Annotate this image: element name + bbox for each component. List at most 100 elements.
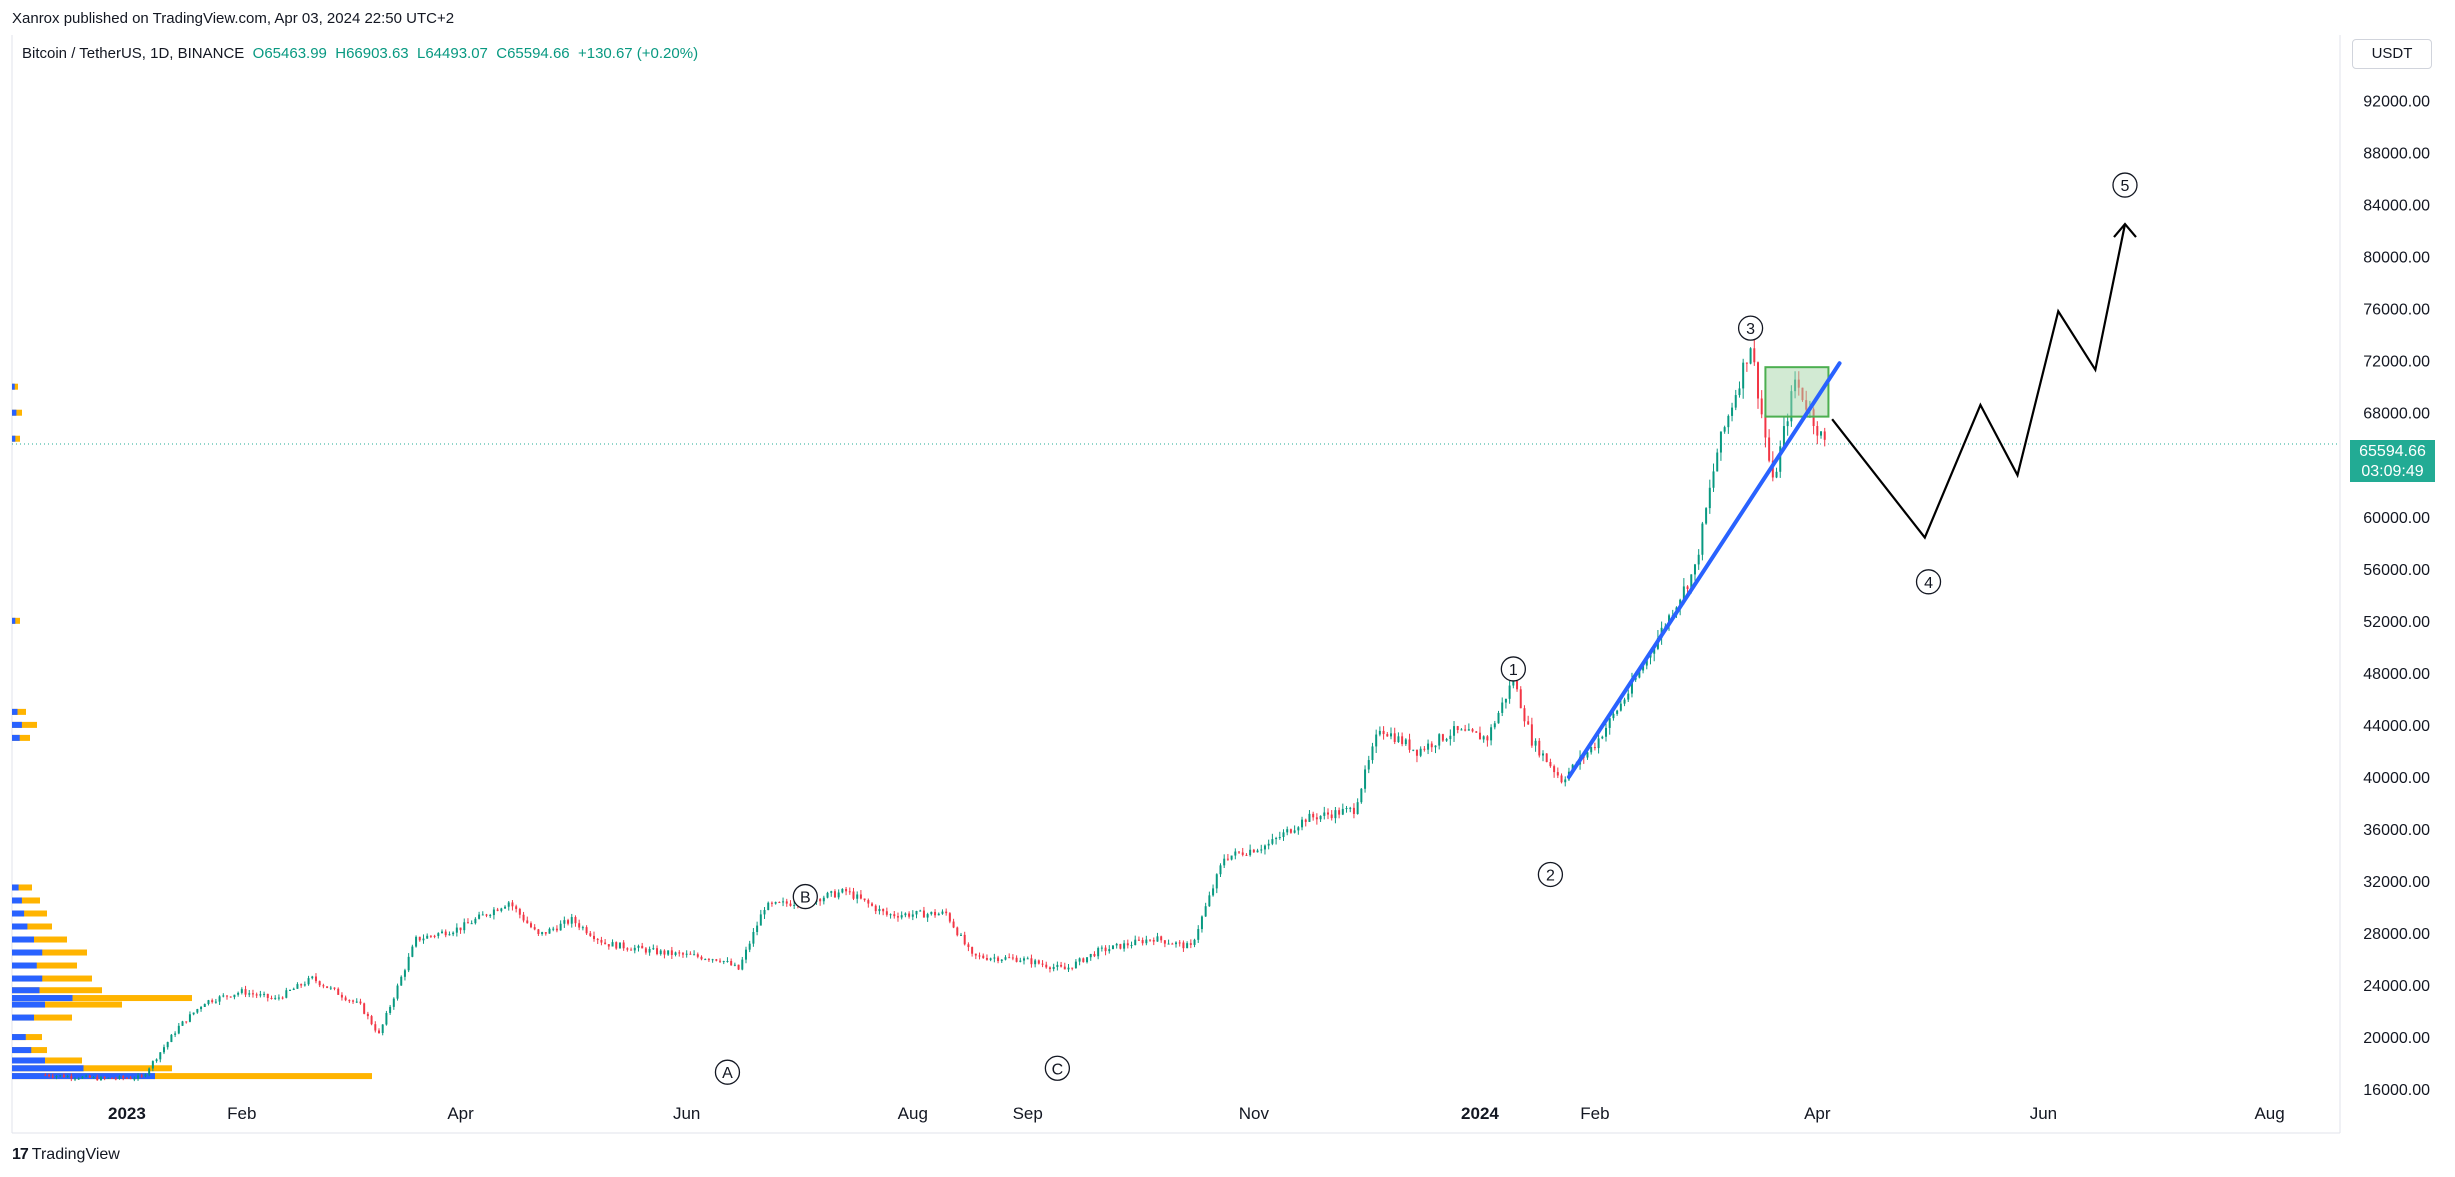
- candle-body: [1056, 964, 1059, 967]
- candle-body: [989, 958, 992, 960]
- candle-body: [51, 1076, 54, 1078]
- candle-body: [1820, 431, 1823, 436]
- candle-body: [437, 933, 440, 936]
- candle-body: [1467, 729, 1470, 731]
- volume-bar-buy: [12, 435, 16, 442]
- chart-frame: [11, 35, 2341, 1134]
- candle-body: [1723, 427, 1726, 432]
- candle-body: [1545, 753, 1548, 762]
- candle-body: [652, 948, 655, 950]
- candle-body: [1193, 939, 1196, 945]
- candle-body: [1386, 734, 1389, 737]
- candle-body: [270, 997, 273, 999]
- ohlc-close: C65594.66: [496, 45, 570, 62]
- candle-body: [878, 908, 881, 912]
- currency-button[interactable]: USDT: [2352, 39, 2432, 69]
- candle-body: [1015, 957, 1018, 962]
- volume-bar-buy: [12, 1014, 34, 1021]
- candle-body: [381, 1024, 384, 1034]
- wave-label-circle: [1500, 656, 1526, 682]
- candle-body: [1256, 850, 1259, 853]
- candle-body: [1764, 414, 1767, 438]
- wave-label-2: 2: [1546, 867, 1555, 884]
- publisher-info: Xanrox published on TradingView.com, Apr…: [12, 10, 455, 27]
- candle-body: [774, 902, 777, 904]
- candle-body: [1219, 865, 1222, 875]
- candle-body: [1412, 749, 1415, 751]
- volume-bar-buy: [12, 910, 25, 917]
- ohlc-change: +130.67 (+0.20%): [577, 45, 699, 62]
- candle-body: [1334, 810, 1337, 819]
- candle-body: [630, 949, 633, 951]
- tradingview-logo[interactable]: 17 TradingView: [12, 1146, 120, 1164]
- candle-body: [615, 942, 618, 949]
- candle-body: [581, 927, 584, 929]
- candle-body: [140, 1075, 143, 1077]
- candle-body: [411, 946, 414, 957]
- candle-body: [1160, 936, 1163, 941]
- candle-body: [533, 927, 536, 930]
- candle-body: [255, 994, 258, 996]
- candle-body: [522, 914, 525, 921]
- candle-body: [837, 892, 840, 898]
- wave-label-1: 1: [1509, 662, 1518, 679]
- projection-arrowhead: [2113, 222, 2137, 238]
- candle-body: [1108, 949, 1111, 952]
- candle-body: [103, 1077, 106, 1079]
- candle-body: [507, 902, 510, 907]
- candle-body: [626, 948, 629, 950]
- candle-body: [1478, 732, 1481, 740]
- candle-body: [1490, 727, 1493, 741]
- candle-body: [311, 976, 314, 979]
- volume-bar-buy: [12, 409, 17, 416]
- candle-body: [329, 987, 332, 989]
- candle-body: [1082, 958, 1085, 963]
- x-tick-label: Apr: [1804, 1104, 1831, 1123]
- candle-body: [744, 949, 747, 960]
- candle-body: [641, 945, 644, 949]
- candle-body: [85, 1075, 88, 1077]
- candle-body: [1390, 733, 1393, 737]
- candle-body: [1441, 734, 1444, 741]
- candle-body: [1757, 362, 1759, 399]
- candle-body: [340, 994, 343, 998]
- candle-body: [1530, 724, 1533, 746]
- candle-body: [555, 928, 558, 931]
- wave-label-circle: [1737, 315, 1764, 341]
- candle-body: [822, 897, 825, 902]
- candle-body: [1289, 829, 1292, 833]
- candle-body: [1508, 685, 1511, 699]
- candle-body: [604, 942, 607, 945]
- candle-body: [789, 903, 792, 906]
- candle-body: [1519, 689, 1522, 709]
- volume-bar-sell: [12, 1065, 172, 1072]
- candle-body: [637, 945, 640, 948]
- candle-body: [971, 947, 974, 954]
- candle-body: [678, 952, 681, 954]
- symbol-legend[interactable]: Bitcoin / TetherUS, 1D, BINANCE O65463.9…: [22, 45, 698, 62]
- candle-body: [759, 914, 762, 926]
- y-tick-label: 24000.00: [2363, 978, 2430, 995]
- x-tick-label: Feb: [227, 1104, 256, 1123]
- candle-body: [1516, 681, 1519, 690]
- candle-body: [915, 910, 918, 915]
- candle-body: [848, 891, 851, 893]
- candle-body: [1097, 948, 1100, 957]
- candle-body: [292, 988, 295, 990]
- candle-body: [170, 1034, 173, 1043]
- candle-body: [704, 959, 707, 961]
- candle-body: [389, 1006, 392, 1013]
- candle-body: [407, 956, 410, 971]
- candle-body: [181, 1021, 184, 1026]
- candle-body: [148, 1068, 151, 1075]
- candle-body: [1175, 942, 1177, 945]
- candle-body: [656, 948, 659, 955]
- candle-body: [1275, 838, 1278, 840]
- candle-body: [622, 942, 625, 949]
- candle-body: [1434, 745, 1437, 748]
- candle-body: [922, 910, 925, 918]
- candle-body: [985, 958, 988, 960]
- candle-body: [385, 1012, 388, 1025]
- wave-label-5: 5: [2121, 178, 2130, 195]
